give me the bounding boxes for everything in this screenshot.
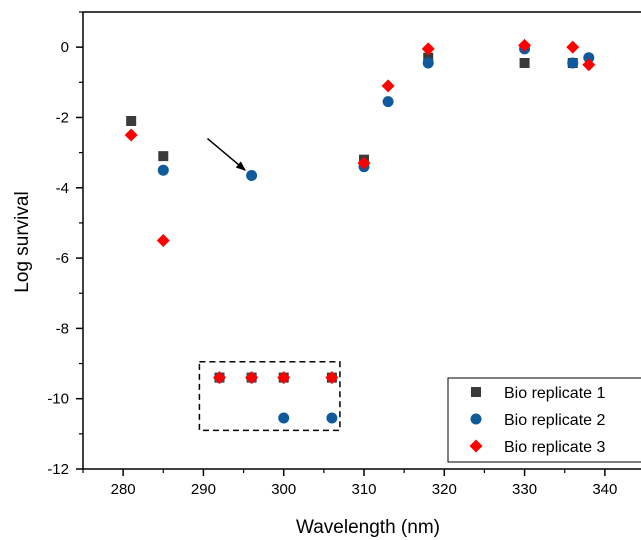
legend-marker-circle xyxy=(470,413,482,425)
data-point-diamond xyxy=(124,128,138,142)
y-tick-label: -2 xyxy=(56,109,69,126)
y-tick-label: 0 xyxy=(61,39,69,56)
legend: Bio replicate 1 Bio replicate 2 Bio replic… xyxy=(447,377,641,463)
legend-entry: Bio replicate 2 xyxy=(470,412,605,429)
data-point-diamond xyxy=(381,79,395,93)
axes: 280 290 300 310 320 330 340 0 -2 -4 -6 -8 -10 -12 xyxy=(47,11,641,498)
legend-label: Bio replicate 3 xyxy=(504,439,605,456)
x-tick-label: 290 xyxy=(191,481,216,498)
legend-marker-diamond xyxy=(469,439,483,453)
x-tick-label: 340 xyxy=(592,481,617,498)
y-tick-label: -8 xyxy=(56,320,69,337)
legend-marker-square xyxy=(471,387,481,397)
data-point-square xyxy=(519,57,530,68)
series-2 xyxy=(157,43,595,424)
x-tick-label: 310 xyxy=(351,481,376,498)
y-tick-label: -6 xyxy=(56,250,69,267)
annotations xyxy=(198,137,341,432)
data-point-circle xyxy=(157,164,169,176)
x-tick-label: 300 xyxy=(271,481,296,498)
x-tick-label: 320 xyxy=(432,481,457,498)
x-tick-label: 330 xyxy=(512,481,537,498)
legend-label: Bio replicate 1 xyxy=(504,385,605,402)
data-point-circle xyxy=(382,96,394,108)
data-point-circle xyxy=(246,169,258,181)
data-point-diamond xyxy=(277,371,291,385)
data-point-diamond xyxy=(245,371,259,385)
data-point-diamond xyxy=(421,42,435,56)
data-point-square xyxy=(158,151,169,162)
data-point-diamond xyxy=(212,371,226,385)
y-tick-label: -4 xyxy=(56,180,69,197)
data-point-diamond xyxy=(357,156,371,170)
y-tick-label: -12 xyxy=(47,461,69,478)
data-point-circle xyxy=(278,412,290,424)
data-point-diamond xyxy=(156,234,170,247)
y-axis-title: Log survival xyxy=(12,191,33,292)
y-tick-label: -10 xyxy=(47,391,69,408)
data-point-square xyxy=(126,115,137,126)
data-point-circle xyxy=(326,412,338,424)
series-1 xyxy=(126,52,578,383)
legend-label: Bio replicate 2 xyxy=(504,412,605,429)
data-point-diamond xyxy=(325,371,339,385)
legend-entry: Bio replicate 3 xyxy=(469,439,605,456)
data-point-circle xyxy=(422,57,434,69)
annotation-arrow xyxy=(206,137,246,171)
series-3 xyxy=(124,38,596,385)
data-point-diamond xyxy=(566,40,580,54)
legend-entry: Bio replicate 1 xyxy=(471,385,605,402)
data-point-circle xyxy=(567,57,579,69)
data-points xyxy=(124,38,596,424)
annotation-dashed-box xyxy=(198,361,341,432)
data-point-diamond xyxy=(518,38,532,52)
data-point-diamond xyxy=(582,58,596,72)
x-axis-title: Wavelength (nm) xyxy=(296,517,440,538)
x-tick-label: 280 xyxy=(111,481,136,498)
data-point-circle xyxy=(583,52,595,64)
